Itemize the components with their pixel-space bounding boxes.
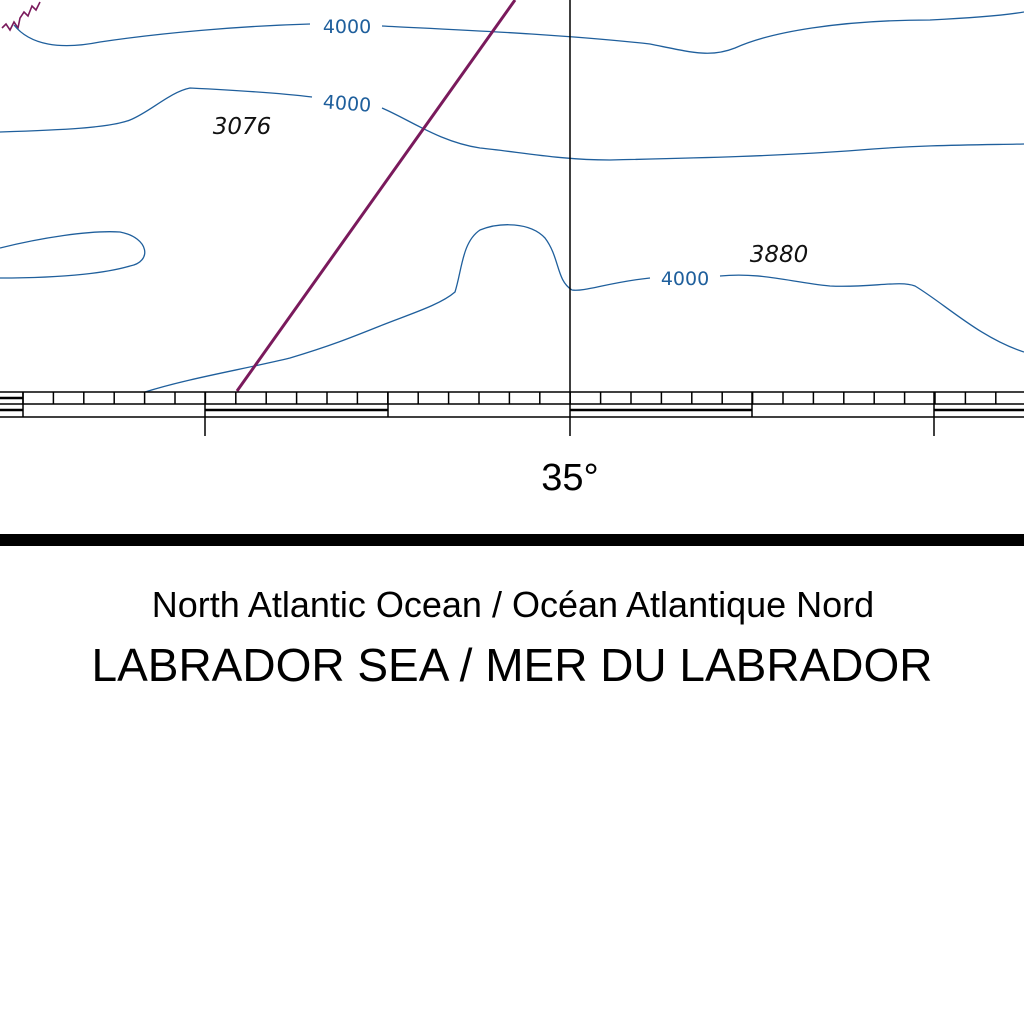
scale-border	[0, 391, 1024, 436]
depth-contour-bottom	[144, 224, 1024, 393]
contour-label: 4000	[323, 16, 371, 38]
contour-label: 4000	[661, 268, 709, 290]
depth-contour-inner-loop	[0, 231, 146, 279]
depth-sounding: 3076	[213, 114, 272, 140]
depth-contour-top	[13, 11, 1024, 54]
depth-sounding: 3880	[750, 242, 809, 268]
boundary-wiggle	[1, 1, 41, 32]
maritime-boundary-line	[235, 0, 517, 392]
depth-contour-middle	[0, 87, 1024, 161]
ocean-name: North Atlantic Ocean / Océan Atlantique …	[152, 584, 874, 625]
longitude-label: 35°	[541, 457, 598, 499]
chart-title: LABRADOR SEA / MER DU LABRADOR	[92, 639, 933, 691]
title-rule	[0, 534, 1024, 546]
contour-label: 4000	[322, 91, 372, 116]
